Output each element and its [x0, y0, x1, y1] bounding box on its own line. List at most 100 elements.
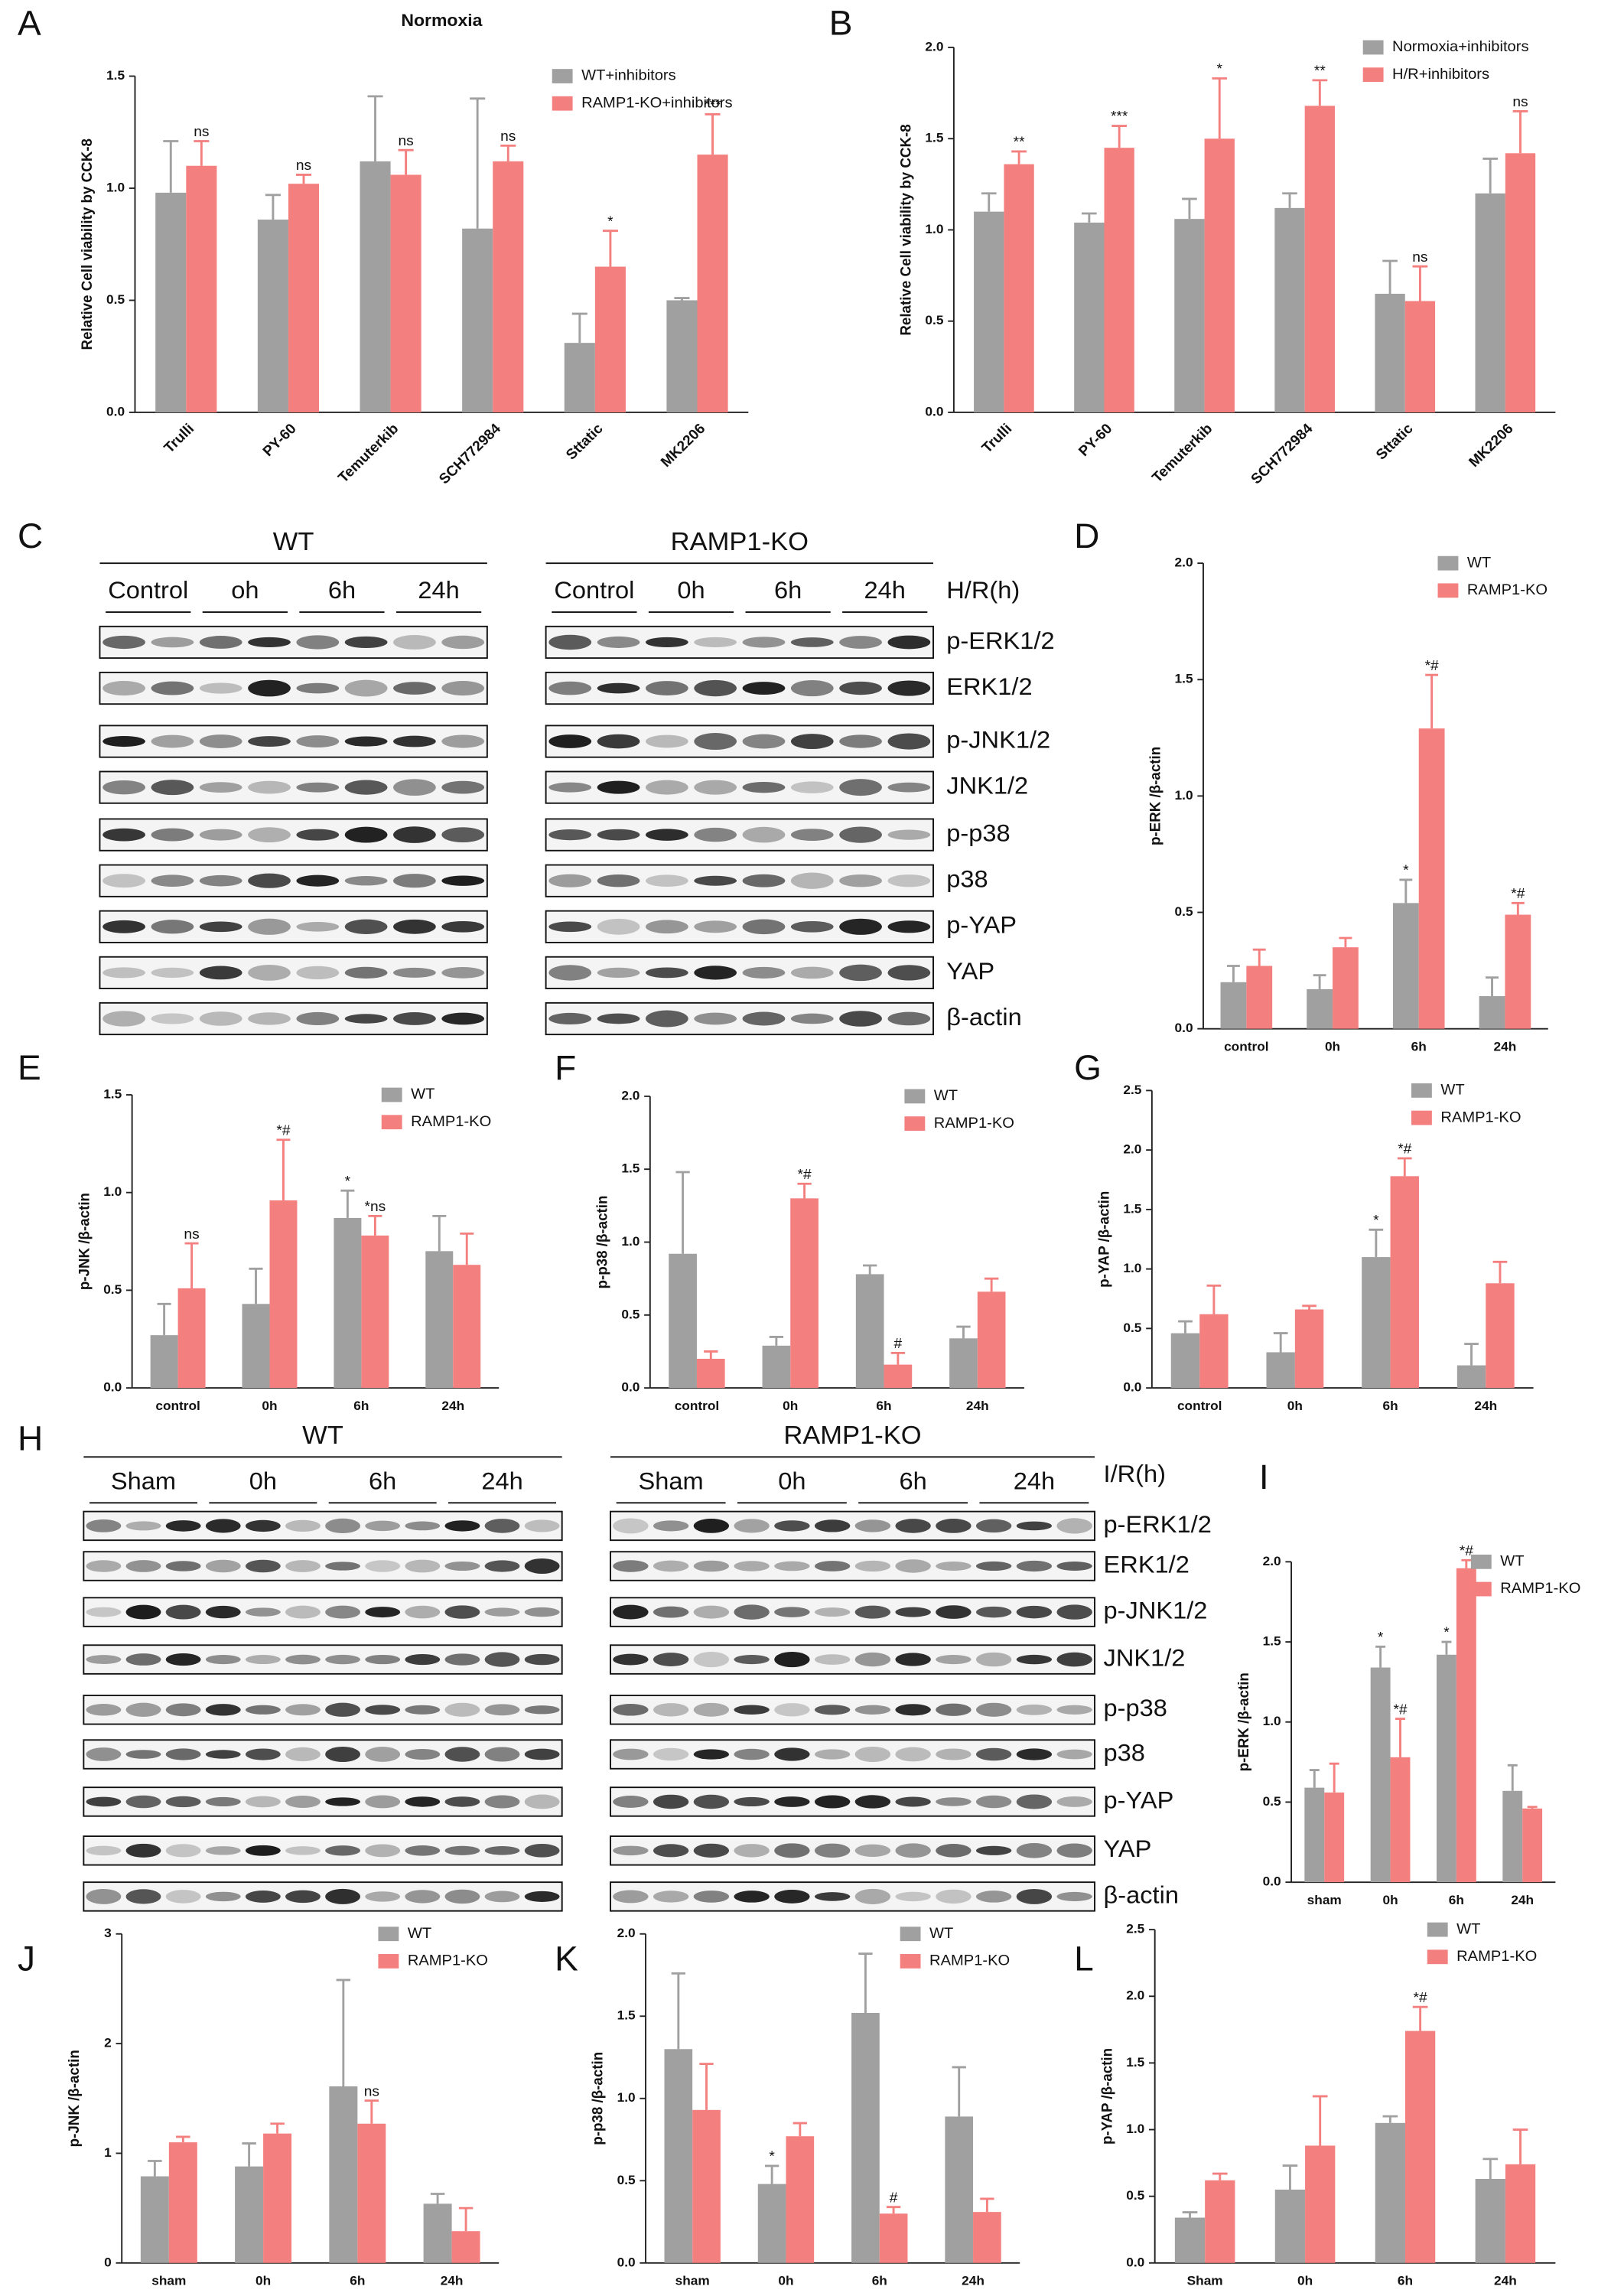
bar: [692, 2109, 721, 2263]
significance-label: ns: [398, 133, 413, 149]
blot-band: [86, 1519, 122, 1532]
error-bar: [1395, 1718, 1405, 1757]
blot-band: [151, 780, 194, 796]
blot-band: [790, 637, 834, 647]
blot-band: [895, 1891, 931, 1902]
bar: [1390, 1757, 1411, 1883]
error-bar: [336, 1978, 351, 2087]
blot-band: [441, 681, 485, 696]
panel-letter: J: [18, 1939, 35, 1978]
blot-band: [548, 681, 592, 695]
bar: [1266, 1352, 1295, 1389]
bar: [1333, 947, 1359, 1029]
blot-band: [125, 1889, 161, 1904]
blot-band: [975, 1561, 1012, 1571]
error-bar: [858, 1952, 873, 2013]
y-tick-label: 0.0: [621, 1380, 640, 1395]
y-tick-label: 1.0: [1263, 1714, 1281, 1728]
legend-swatch: [1362, 40, 1384, 55]
significance-label: *: [1373, 1213, 1379, 1229]
significance-label: *: [1378, 1630, 1384, 1646]
y-tick-label: 1.0: [106, 181, 125, 195]
blot-band: [103, 828, 145, 842]
lane-label: 6h: [774, 576, 802, 604]
x-tick-label: 6h: [350, 2274, 365, 2288]
blot-row-label: p-p38: [1104, 1695, 1167, 1722]
x-tick-label: 24h: [1474, 1399, 1497, 1413]
bar: [564, 343, 595, 412]
blot-band: [887, 1011, 931, 1026]
y-tick-label: 3: [104, 1926, 112, 1940]
blot-band: [405, 1521, 441, 1531]
blot-band: [646, 874, 688, 887]
blot-band: [693, 1749, 730, 1760]
legend-label: RAMP1-KO: [1440, 1109, 1521, 1125]
lane-label: Control: [108, 576, 188, 604]
blot-band: [365, 1747, 401, 1762]
error-bar: [705, 112, 721, 155]
blot-band: [103, 967, 145, 979]
bar: [1505, 153, 1536, 412]
blot-band: [296, 966, 340, 980]
blot-row-label: p-JNK1/2: [1104, 1597, 1208, 1624]
x-tick-label: sham: [151, 2274, 186, 2288]
error-bar: [1339, 936, 1352, 948]
blot-band: [125, 1604, 161, 1620]
bar: [1456, 1365, 1486, 1389]
panel-letter: F: [555, 1048, 576, 1086]
significance-label: *#: [1393, 1702, 1408, 1718]
x-tick-label: 0h: [783, 1399, 798, 1413]
legend-label: RAMP1-KO: [929, 1952, 1010, 1969]
x-tick-label: 0h: [1287, 1399, 1303, 1413]
blot-band: [285, 1796, 321, 1808]
error-bar: [1369, 1228, 1384, 1258]
y-tick-label: 0.5: [1123, 1321, 1141, 1335]
blot-band: [936, 1562, 971, 1571]
x-tick-label: control: [1224, 1040, 1268, 1054]
blot-band: [296, 829, 340, 841]
blot-band: [839, 734, 882, 748]
blot-band: [839, 874, 882, 887]
blot-band: [484, 1704, 520, 1716]
y-tick-label: 0.0: [617, 2255, 636, 2269]
legend-swatch: [1427, 1922, 1448, 1937]
blot-band: [441, 920, 485, 933]
y-tick-label: 1.0: [621, 1234, 640, 1249]
error-bar: [1178, 1320, 1193, 1334]
blot-band: [405, 1890, 441, 1904]
bar: [423, 2203, 452, 2263]
blot-band: [285, 1560, 321, 1572]
lane-label: 24h: [1014, 1467, 1055, 1495]
error-bar: [980, 2197, 994, 2213]
blot-band: [936, 1797, 971, 1806]
bar: [1205, 2180, 1235, 2263]
blot-band: [1056, 1652, 1092, 1667]
lane-label: 0h: [778, 1467, 806, 1495]
error-bar: [270, 2122, 285, 2134]
error-bar: [1309, 1769, 1320, 1788]
bar: [879, 2213, 908, 2263]
blot-band: [774, 1703, 810, 1717]
error-bar: [1412, 265, 1428, 301]
blot-band: [597, 682, 640, 694]
error-bar: [792, 2122, 807, 2137]
bar: [1475, 2179, 1505, 2263]
bar: [155, 192, 187, 412]
blot-band: [125, 1702, 161, 1717]
blot-band: [405, 1559, 441, 1573]
blot-band: [734, 1654, 770, 1665]
bar: [257, 220, 288, 412]
blot-band: [441, 827, 485, 843]
blot-band: [444, 1747, 480, 1762]
significance-label: *: [345, 1174, 351, 1190]
blot-band: [694, 679, 737, 697]
bar: [1486, 1283, 1515, 1389]
blot-band: [895, 1843, 931, 1858]
error-bar: [1382, 2115, 1398, 2123]
blot-band: [248, 873, 291, 888]
blot-band: [693, 1794, 730, 1809]
error-bar: [163, 140, 179, 193]
blot-band: [296, 874, 340, 887]
legend-label: WT: [1500, 1553, 1524, 1570]
bar: [1104, 148, 1134, 412]
